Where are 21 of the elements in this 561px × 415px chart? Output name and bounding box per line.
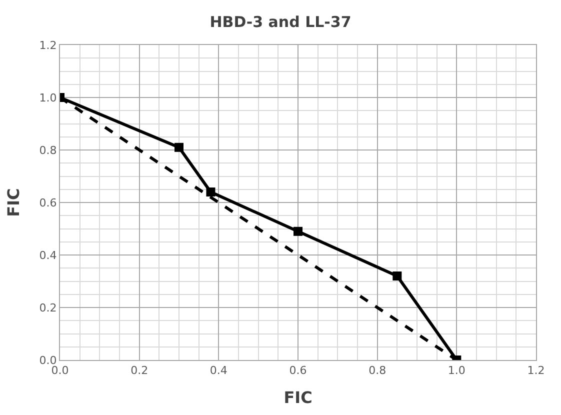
- x-tick-label: 0.6: [289, 364, 307, 378]
- x-tick-label: 0.8: [368, 364, 386, 378]
- y-tick-label: 0.4: [39, 248, 57, 262]
- y-tick-label: 1.0: [39, 91, 57, 104]
- point: [206, 188, 216, 196]
- y-tick-label: 0.0: [39, 354, 57, 367]
- y-tick-label: 0.2: [39, 301, 57, 314]
- y-tick-label: 1.2: [39, 38, 57, 52]
- x-tick-label: 0.0: [51, 364, 69, 378]
- chart-title: HBD-3 and LL-37: [210, 13, 352, 32]
- y-tick-label: 0.6: [39, 196, 57, 210]
- point: [294, 226, 302, 236]
- x-tick-label: 0.2: [130, 364, 148, 378]
- x-tick-label: 1.0: [448, 364, 466, 378]
- x-tick-label: 0.4: [210, 364, 228, 378]
- x-axis-title: FIC: [284, 388, 312, 407]
- point: [392, 272, 402, 280]
- y-axis-title: FIC: [4, 188, 24, 217]
- x-tick-label: 1.2: [527, 364, 545, 378]
- y-tick-label: 0.8: [39, 144, 57, 157]
- point: [174, 142, 184, 152]
